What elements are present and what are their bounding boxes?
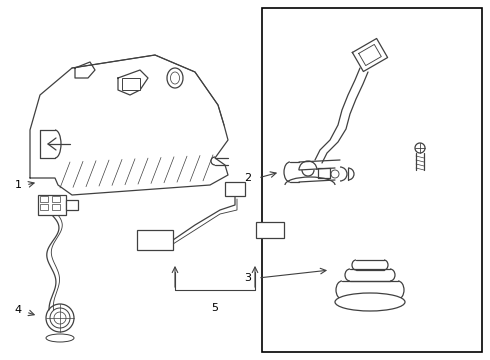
Ellipse shape	[335, 293, 405, 311]
Bar	[262, 8, 482, 352]
Bar	[122, 78, 140, 90]
Bar	[66, 200, 78, 210]
Bar	[137, 230, 173, 250]
Text: 2: 2	[245, 173, 251, 183]
Bar	[38, 195, 66, 215]
Text: 4: 4	[14, 305, 22, 315]
Bar	[225, 182, 245, 196]
Ellipse shape	[46, 334, 74, 342]
Bar	[52, 204, 60, 210]
Text: 5: 5	[212, 303, 219, 313]
Bar	[52, 196, 60, 202]
Text: 3: 3	[245, 273, 251, 283]
Bar	[256, 222, 284, 238]
Text: 1: 1	[15, 180, 22, 190]
Bar	[40, 196, 48, 202]
Bar	[40, 204, 48, 210]
